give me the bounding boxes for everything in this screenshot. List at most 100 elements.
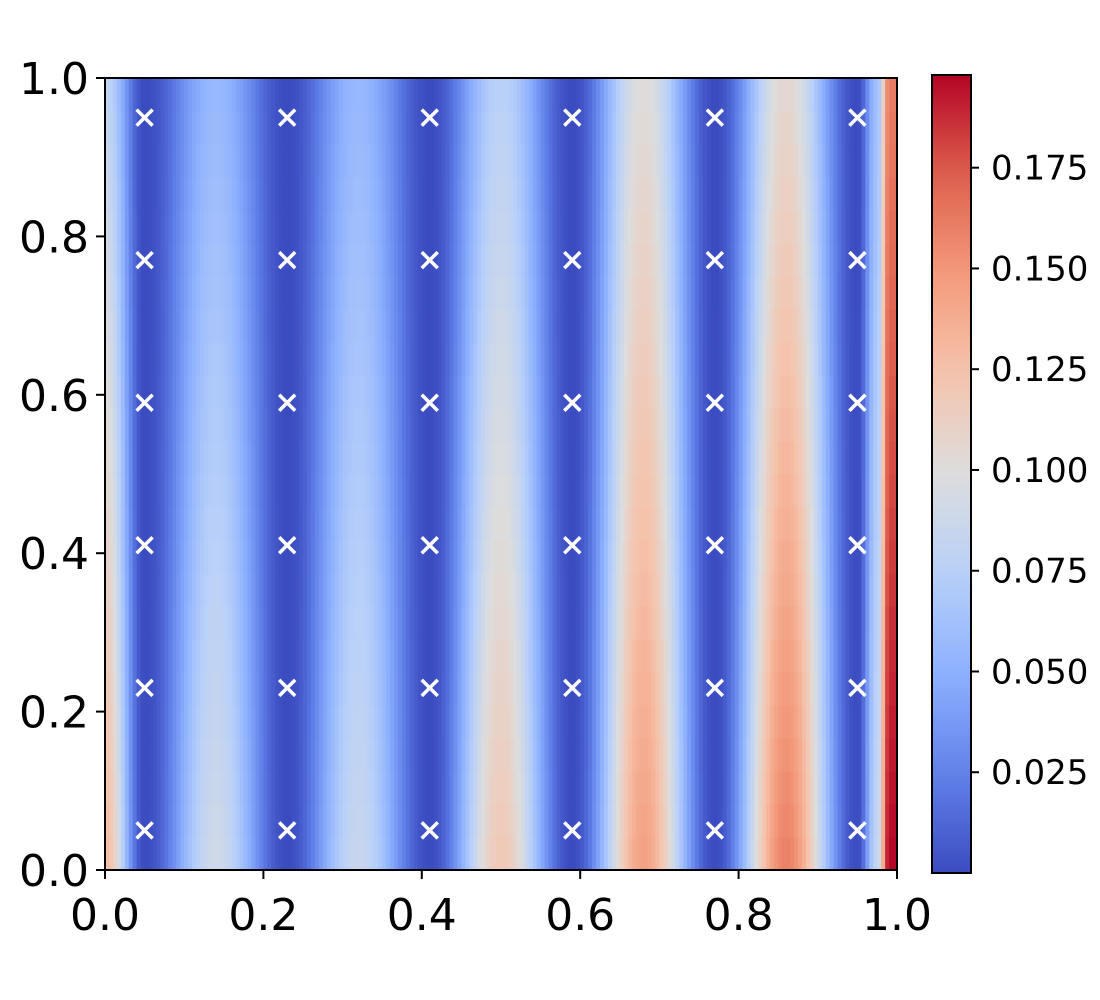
heatmap-cell — [441, 672, 447, 706]
heatmap-cell — [291, 210, 296, 244]
heatmap-cell — [813, 837, 819, 871]
heatmap-cell — [207, 408, 213, 442]
heatmap-cell — [615, 276, 621, 310]
heatmap-cell — [255, 474, 261, 508]
heatmap-cell — [128, 672, 134, 706]
heatmap-cell — [881, 804, 886, 838]
heatmap-cell — [782, 177, 787, 211]
heatmap-cell — [140, 705, 146, 739]
heatmap-cell — [386, 144, 391, 178]
heatmap-cell — [112, 672, 118, 706]
heatmap-cell — [564, 804, 569, 838]
heatmap-cell — [437, 408, 443, 442]
heatmap-cell — [271, 507, 276, 541]
heatmap-cell — [136, 771, 142, 805]
heatmap-cell — [576, 573, 581, 607]
heatmap-cell — [453, 375, 459, 409]
heatmap-cell — [469, 111, 474, 145]
heatmap-cell — [433, 705, 439, 739]
heatmap-cell — [481, 738, 486, 772]
heatmap-cell — [596, 342, 601, 376]
heatmap-cell — [766, 111, 771, 145]
heatmap-cell — [544, 672, 550, 706]
heatmap-cell — [556, 639, 561, 673]
heatmap-cell — [576, 309, 581, 343]
heatmap-cell — [338, 507, 344, 541]
heatmap-cell — [504, 78, 510, 112]
heatmap-cell — [833, 111, 839, 145]
heatmap-cell — [627, 309, 633, 343]
heatmap-cell — [120, 738, 126, 772]
heatmap-cell — [687, 243, 692, 277]
heatmap-cell — [394, 276, 399, 310]
heatmap-cell — [485, 276, 490, 310]
heatmap-cell — [794, 78, 799, 112]
heatmap-cell — [338, 705, 344, 739]
heatmap-cell — [465, 507, 470, 541]
heatmap-cell — [659, 771, 664, 805]
heatmap-cell — [584, 573, 589, 607]
heatmap-cell — [730, 177, 736, 211]
heatmap-cell — [477, 573, 482, 607]
heatmap-cell — [770, 771, 775, 805]
heatmap-cell — [532, 606, 538, 640]
heatmap-cell — [576, 474, 581, 508]
heatmap-cell — [204, 639, 209, 673]
heatmap-cell — [556, 78, 561, 112]
heatmap-cell — [453, 507, 459, 541]
heatmap-cell — [584, 705, 589, 739]
heatmap-cell — [746, 474, 752, 508]
heatmap-cell — [219, 573, 225, 607]
heatmap-cell — [168, 540, 173, 574]
heatmap-cell — [790, 78, 795, 112]
heatmap-cell — [489, 276, 494, 310]
heatmap-cell — [105, 210, 110, 244]
heatmap-cell — [263, 144, 268, 178]
heatmap-cell — [128, 243, 134, 277]
heatmap-cell — [461, 804, 466, 838]
heatmap-cell — [726, 540, 732, 574]
heatmap-cell — [247, 837, 253, 871]
heatmap-cell — [675, 738, 680, 772]
heatmap-cell — [425, 342, 431, 376]
heatmap-cell — [580, 375, 585, 409]
heatmap-cell — [639, 738, 645, 772]
heatmap-cell — [330, 210, 336, 244]
heatmap-cell — [691, 243, 696, 277]
heatmap-cell — [794, 210, 799, 244]
heatmap-cell — [390, 408, 395, 442]
colorbar-tick-label: 0.150 — [991, 249, 1088, 289]
heatmap-cell — [631, 837, 637, 871]
heatmap-cell — [809, 606, 815, 640]
heatmap-cell — [873, 573, 878, 607]
heatmap-cell — [663, 639, 668, 673]
heatmap-cell — [429, 441, 435, 475]
heatmap-cell — [465, 144, 470, 178]
heatmap-cell — [441, 738, 447, 772]
heatmap-cell — [857, 606, 862, 640]
heatmap-cell — [326, 210, 332, 244]
heatmap-cell — [437, 144, 443, 178]
heatmap-cell — [291, 540, 296, 574]
heatmap-cell — [112, 408, 118, 442]
heatmap-cell — [303, 342, 308, 376]
heatmap-cell — [449, 738, 455, 772]
heatmap-cell — [556, 177, 561, 211]
heatmap-cell — [310, 540, 316, 574]
heatmap-cell — [136, 804, 142, 838]
heatmap-cell — [493, 507, 498, 541]
heatmap-cell — [801, 540, 807, 574]
heatmap-cell — [184, 474, 189, 508]
heatmap-cell — [176, 474, 181, 508]
heatmap-cell — [857, 342, 862, 376]
heatmap-cell — [651, 342, 657, 376]
heatmap-cell — [279, 507, 284, 541]
heatmap-cell — [766, 474, 771, 508]
heatmap-cell — [766, 837, 771, 871]
heatmap-cell — [825, 309, 831, 343]
heatmap-cell — [841, 606, 847, 640]
heatmap-cell — [770, 342, 775, 376]
heatmap-cell — [865, 672, 870, 706]
heatmap-cell — [501, 672, 506, 706]
heatmap-cell — [295, 243, 300, 277]
